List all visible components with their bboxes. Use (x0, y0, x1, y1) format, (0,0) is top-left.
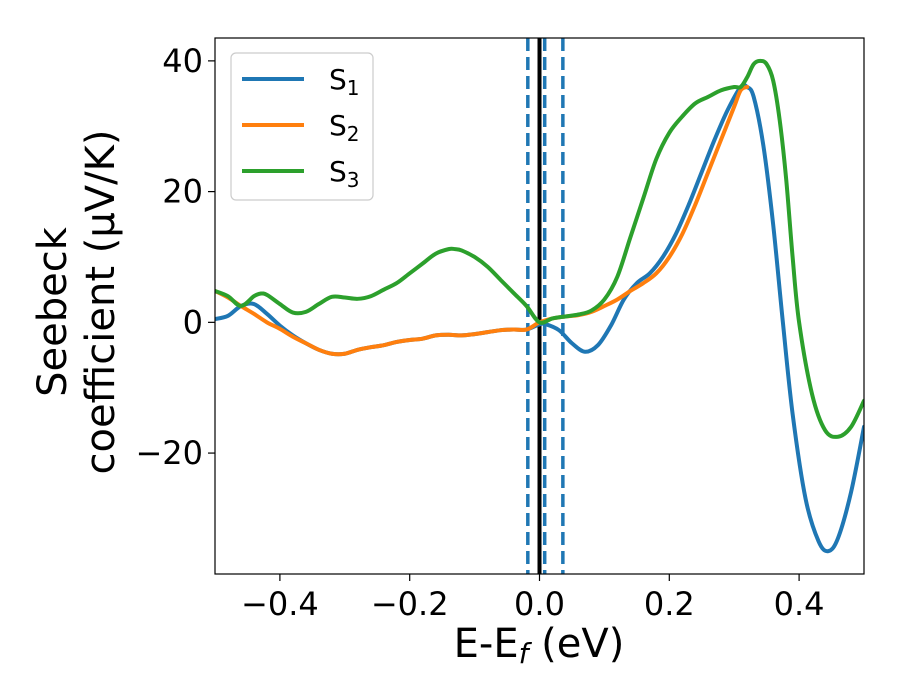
y-axis-label-line2: coefficient (μV/K) (78, 130, 124, 475)
x-tick-label: 0.2 (644, 585, 695, 623)
series-line-s2 (215, 85, 750, 357)
y-axis-ticks: −20 0 20 40 (135, 42, 215, 472)
x-tick-label: 0.4 (774, 585, 825, 623)
x-tick-label: 0.0 (514, 585, 565, 623)
x-axis-ticks: −0.4 −0.2 0.0 0.2 0.4 (241, 574, 825, 623)
x-axis-label: E-Ef (eV) (454, 621, 625, 670)
legend-label: S3 (329, 155, 360, 192)
legend: S1 S2 S3 (230, 52, 374, 201)
y-tick-label: 40 (162, 42, 203, 80)
series-layer (215, 58, 864, 554)
x-tick-label: −0.2 (371, 585, 449, 623)
y-tick-label: 0 (183, 303, 203, 341)
y-tick-label: 20 (162, 173, 203, 211)
legend-label: S1 (329, 63, 360, 100)
legend-label: S2 (329, 109, 360, 146)
y-axis-label: Seebeck coefficient (μV/K) (30, 130, 124, 475)
series-line-s3 (215, 58, 864, 439)
y-axis-label-line1: Seebeck (30, 226, 76, 397)
x-tick-label: −0.4 (241, 585, 319, 623)
reference-lines (526, 38, 565, 574)
y-tick-label: −20 (135, 434, 203, 472)
